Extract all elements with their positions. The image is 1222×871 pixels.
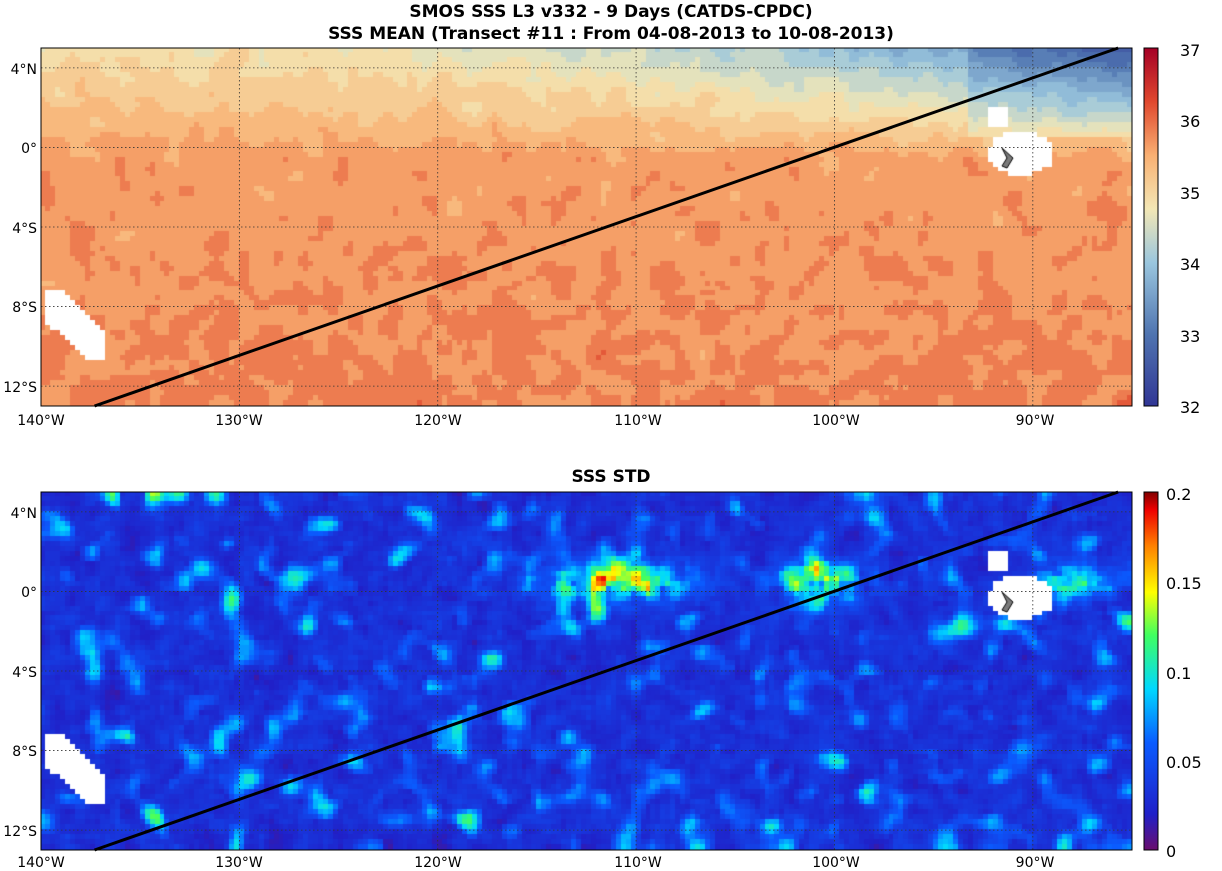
mean-colorbar-tick: 34 xyxy=(1180,255,1200,274)
mean-colorbar-tick: 37 xyxy=(1180,41,1200,60)
std-ytick-label: 4°N xyxy=(11,506,37,522)
mean-xtick-label: 120°W xyxy=(414,413,462,429)
std-ytick-label: 0° xyxy=(21,585,37,601)
std-xtick-label: 120°W xyxy=(414,855,462,871)
std-ytick-label: 8°S xyxy=(12,744,37,760)
mean-colorbar-tick: 35 xyxy=(1180,184,1200,203)
std-colorbar-scale xyxy=(1143,491,1159,851)
mean-xtick-label: 130°W xyxy=(215,413,263,429)
std-panel-title: SSS STD xyxy=(571,467,651,487)
std-colorbar: 0.2 0.15 0.1 0.05 0 xyxy=(1143,485,1202,861)
mean-colorbar-tick: 32 xyxy=(1180,398,1200,417)
std-axis-ticks: 4°N 0° 4°S 8°S 12°S 140°W 130°W 120°W 11… xyxy=(3,506,1054,871)
mean-colorbar: 37 36 35 34 33 32 xyxy=(1143,41,1200,417)
std-colorbar-tick: 0.15 xyxy=(1166,574,1202,593)
std-xtick-label: 140°W xyxy=(17,855,65,871)
std-colorbar-tick: 0.1 xyxy=(1166,664,1191,683)
mean-ytick-label: 0° xyxy=(21,141,37,157)
mean-axis-ticks: 4°N 0° 4°S 8°S 12°S 140°W 130°W 120°W 11… xyxy=(3,62,1054,429)
std-xtick-label: 100°W xyxy=(812,855,860,871)
mean-ytick-label: 8°S xyxy=(12,300,37,316)
mean-xtick-label: 140°W xyxy=(17,413,65,429)
mean-ytick-label: 4°S xyxy=(12,221,37,237)
mean-transect-line xyxy=(94,46,1119,408)
mean-xtick-label: 110°W xyxy=(614,413,662,429)
std-xtick-label: 130°W xyxy=(215,855,263,871)
std-colorbar-tick: 0.05 xyxy=(1166,753,1202,772)
std-xtick-label: 110°W xyxy=(614,855,662,871)
mean-plot-frame xyxy=(40,47,1133,407)
std-plot-frame xyxy=(40,491,1133,851)
std-xtick-label: 90°W xyxy=(1016,855,1055,871)
mean-ytick-label: 4°N xyxy=(11,62,37,78)
mean-colorbar-tick: 33 xyxy=(1180,327,1200,346)
std-ytick-label: 12°S xyxy=(3,824,37,840)
std-transect-line xyxy=(94,490,1119,852)
mean-panel: 4°N 0° 4°S 8°S 12°S 140°W 130°W 120°W 11… xyxy=(3,41,1200,429)
mean-xtick-label: 90°W xyxy=(1016,413,1055,429)
mean-colorbar-scale xyxy=(1143,47,1159,407)
figure-title-line-1: SMOS SSS L3 v332 - 9 Days (CATDS-CPDC) xyxy=(409,2,813,22)
mean-panel-title: SSS MEAN (Transect #11 : From 04-08-2013… xyxy=(328,24,894,44)
std-colorbar-tick: 0.2 xyxy=(1166,485,1191,504)
mean-colorbar-tick: 36 xyxy=(1180,112,1200,131)
mean-gridlines xyxy=(41,48,1132,406)
mean-ytick-label: 12°S xyxy=(3,380,37,396)
std-ytick-label: 4°S xyxy=(12,665,37,681)
mean-xtick-label: 100°W xyxy=(812,413,860,429)
std-colorbar-tick: 0 xyxy=(1166,842,1176,861)
std-panel: 4°N 0° 4°S 8°S 12°S 140°W 130°W 120°W 11… xyxy=(3,485,1201,871)
std-gridlines xyxy=(41,492,1132,850)
